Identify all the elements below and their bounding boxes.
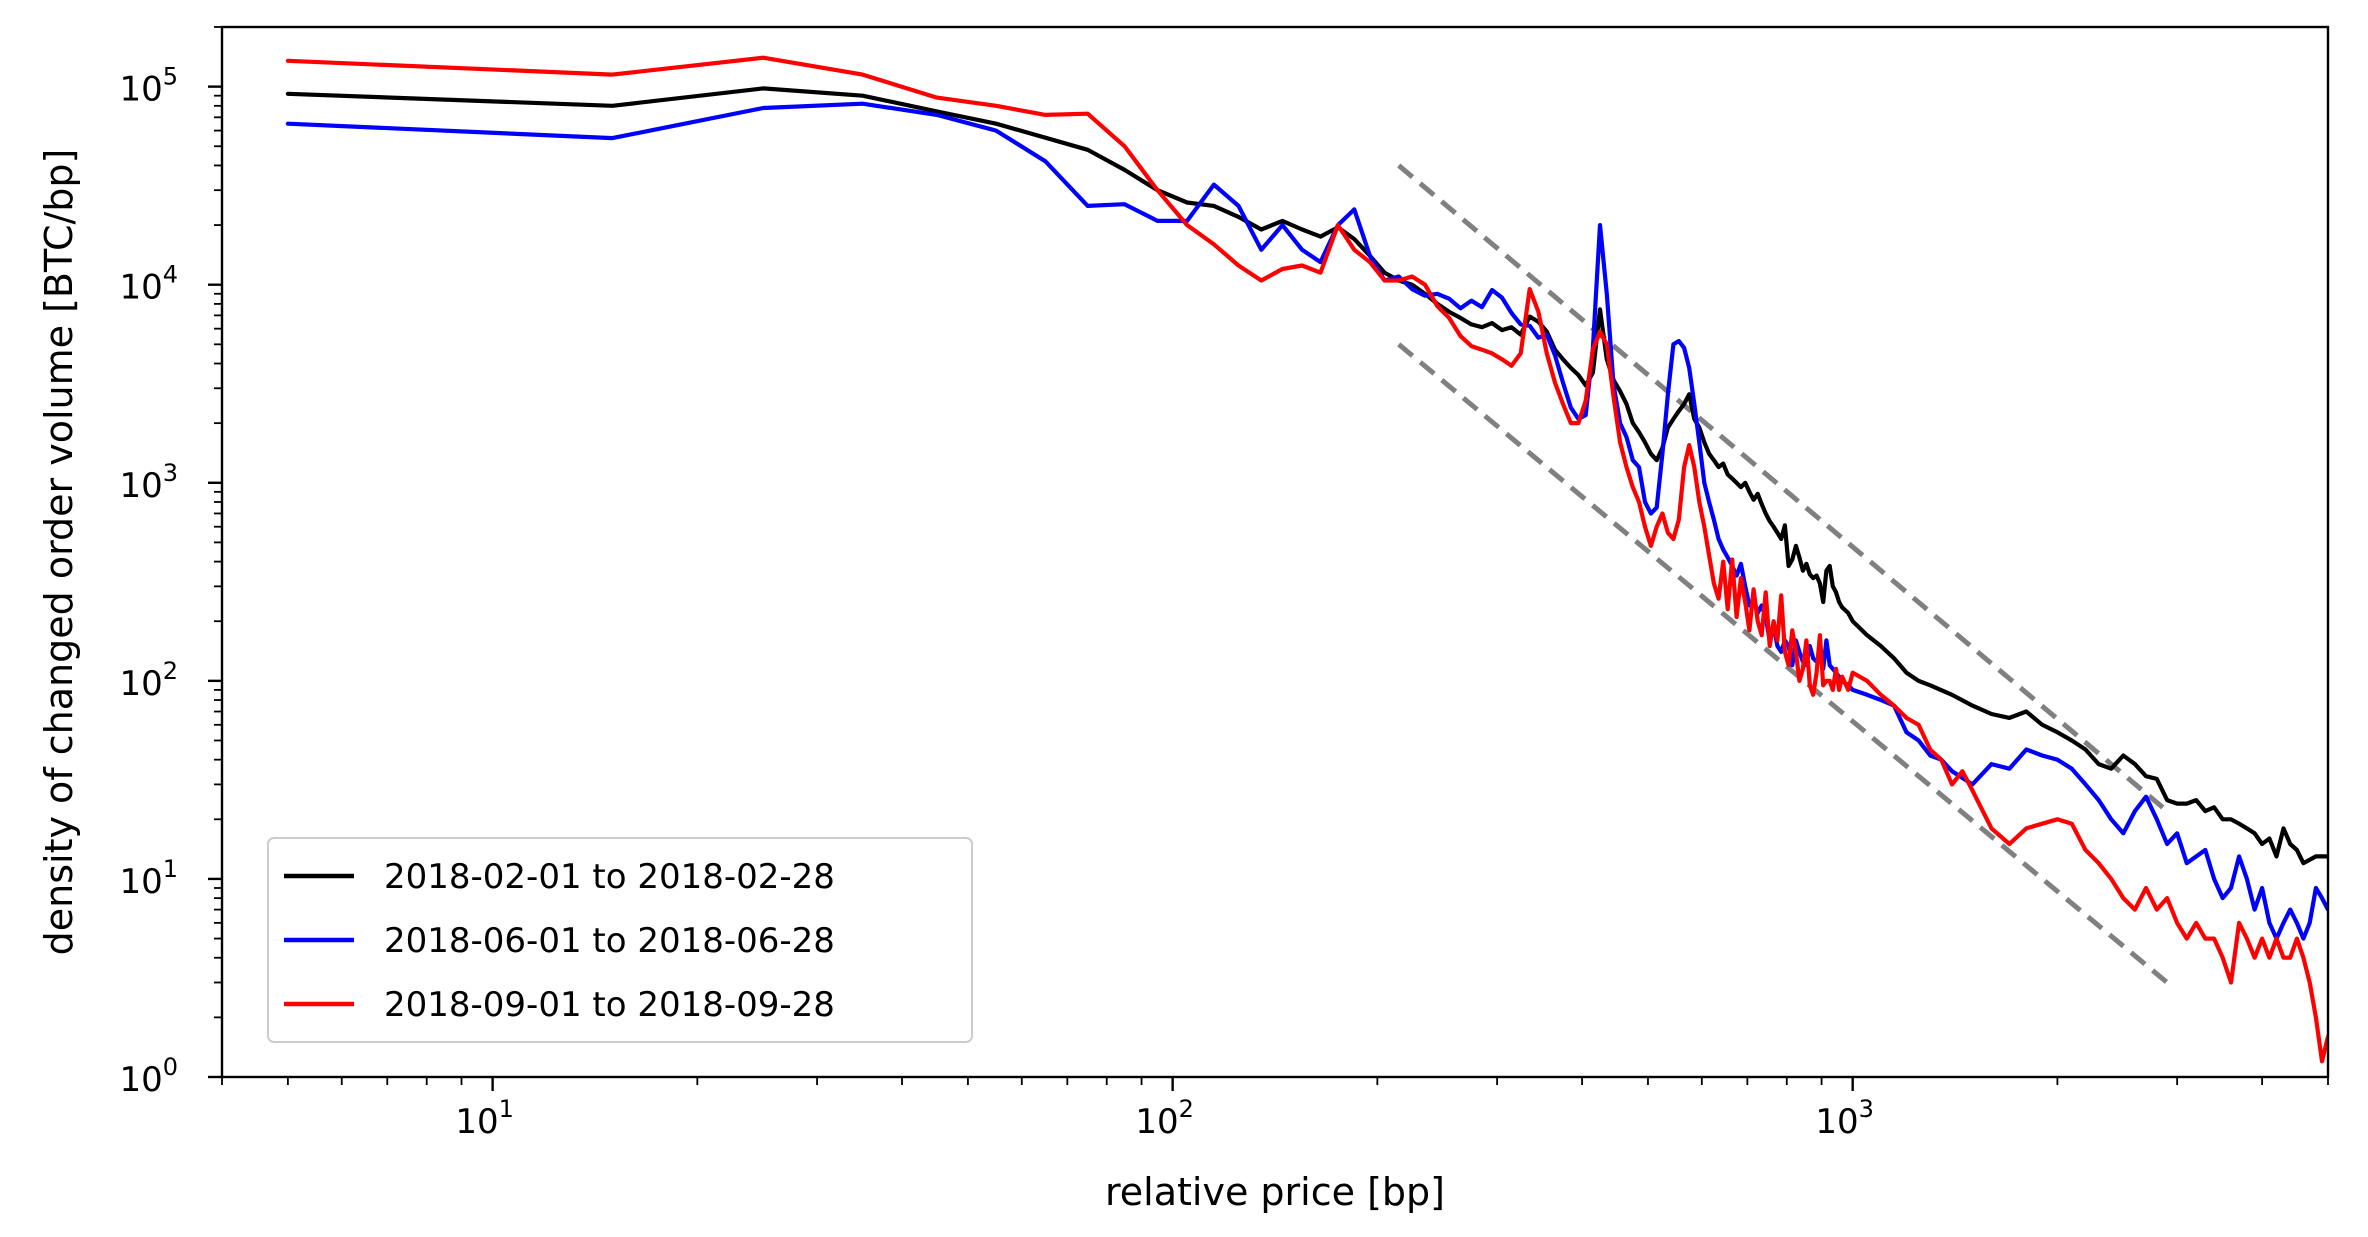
series-line-2 [285,101,2328,941]
y-tick-label: 105 [119,63,178,110]
plot-frame [220,25,2330,1079]
x-tick-label: 103 [1815,1095,1874,1142]
x-axis: 101 102 103 [221,1077,2329,1142]
legend-label-2: 2018-06-01 to 2018-06-28 [384,921,835,961]
x-tick-label: 101 [455,1095,514,1142]
x-tick-label: 102 [1135,1095,1194,1142]
y-axis: 100 101 102 103 104 105 [119,26,222,1100]
y-tick-label: 100 [119,1053,178,1100]
x-axis-label: relative price [bp] [1105,1170,1445,1214]
series-lines [285,55,2328,1064]
guide-line-1 [1397,163,2169,814]
y-tick-label: 104 [119,261,178,308]
y-tick-label: 101 [119,855,178,902]
legend-label-3: 2018-09-01 to 2018-09-28 [384,985,835,1025]
legend-box [267,837,973,1043]
y-tick-label: 102 [119,657,178,704]
legend: 2018-02-01 to 2018-02-28 2018-06-01 to 20… [267,837,973,1043]
series-line-1 [285,86,2328,866]
legend-label-1: 2018-02-01 to 2018-02-28 [384,857,835,897]
y-axis-label: density of changed order volume [BTC/bp] [37,149,81,956]
y-tick-label: 103 [119,459,178,506]
guide-line-2 [1397,342,2169,985]
series-line-3 [285,55,2328,1064]
guide-lines [1397,163,2169,985]
